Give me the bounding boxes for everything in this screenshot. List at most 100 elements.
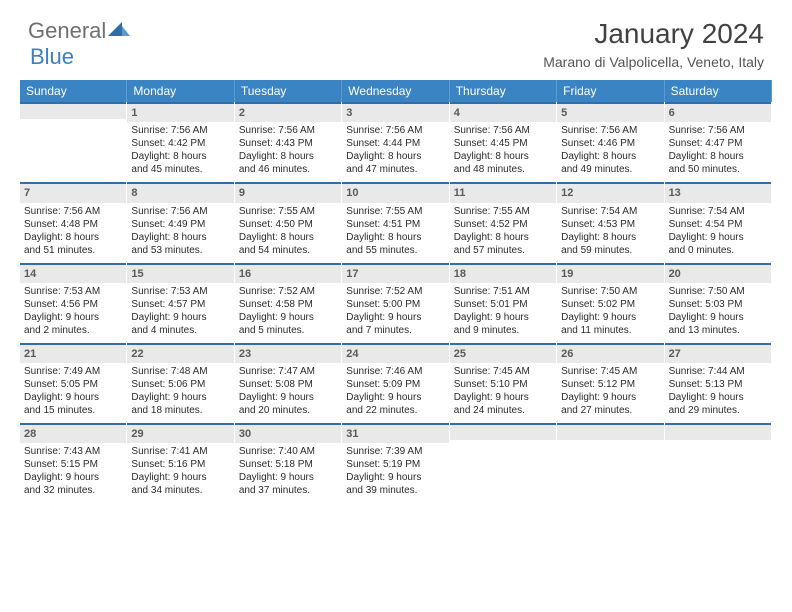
- day-cell: 28Sunrise: 7:43 AMSunset: 5:15 PMDayligh…: [20, 423, 127, 503]
- day-cell: 26Sunrise: 7:45 AMSunset: 5:12 PMDayligh…: [557, 343, 664, 423]
- dow-cell: Thursday: [450, 80, 557, 102]
- sunrise-line: Sunrise: 7:56 AM: [561, 124, 659, 137]
- daylight-line: Daylight: 8 hours: [454, 150, 552, 163]
- daylight-line: Daylight: 8 hours: [561, 150, 659, 163]
- day-cell: 23Sunrise: 7:47 AMSunset: 5:08 PMDayligh…: [235, 343, 342, 423]
- daylight-line: Daylight: 8 hours: [239, 150, 337, 163]
- sunset-line: Sunset: 4:51 PM: [346, 218, 444, 231]
- sunset-line: Sunset: 5:03 PM: [669, 298, 767, 311]
- sunset-line: Sunset: 5:06 PM: [131, 378, 229, 391]
- sunset-line: Sunset: 5:09 PM: [346, 378, 444, 391]
- daylight-line: Daylight: 8 hours: [24, 231, 122, 244]
- day-cell: 24Sunrise: 7:46 AMSunset: 5:09 PMDayligh…: [342, 343, 449, 423]
- daylight-line: Daylight: 8 hours: [239, 231, 337, 244]
- daylight-line: Daylight: 8 hours: [346, 231, 444, 244]
- day-number: 10: [342, 182, 448, 202]
- daylight-line: Daylight: 9 hours: [131, 471, 229, 484]
- day-number: 23: [235, 343, 341, 363]
- daylight-line: Daylight: 9 hours: [669, 391, 767, 404]
- daylight-line: and 50 minutes.: [669, 163, 767, 176]
- daylight-line: and 45 minutes.: [131, 163, 229, 176]
- sunrise-line: Sunrise: 7:41 AM: [131, 445, 229, 458]
- week-row: 28Sunrise: 7:43 AMSunset: 5:15 PMDayligh…: [20, 423, 772, 503]
- sunrise-line: Sunrise: 7:56 AM: [239, 124, 337, 137]
- daylight-line: and 18 minutes.: [131, 404, 229, 417]
- sunrise-line: Sunrise: 7:43 AM: [24, 445, 122, 458]
- day-number: 16: [235, 263, 341, 283]
- daylight-line: and 24 minutes.: [454, 404, 552, 417]
- sunset-line: Sunset: 5:16 PM: [131, 458, 229, 471]
- day-cell: 13Sunrise: 7:54 AMSunset: 4:54 PMDayligh…: [665, 182, 772, 262]
- daylight-line: Daylight: 9 hours: [131, 311, 229, 324]
- daylight-line: and 57 minutes.: [454, 244, 552, 257]
- sunset-line: Sunset: 5:19 PM: [346, 458, 444, 471]
- daylight-line: Daylight: 8 hours: [669, 150, 767, 163]
- day-number: 26: [557, 343, 663, 363]
- sunset-line: Sunset: 5:13 PM: [669, 378, 767, 391]
- daylight-line: Daylight: 8 hours: [454, 231, 552, 244]
- sunrise-line: Sunrise: 7:46 AM: [346, 365, 444, 378]
- dow-cell: Tuesday: [235, 80, 342, 102]
- daylight-line: and 11 minutes.: [561, 324, 659, 337]
- day-number: 5: [557, 102, 663, 122]
- sunset-line: Sunset: 4:53 PM: [561, 218, 659, 231]
- sunrise-line: Sunrise: 7:52 AM: [239, 285, 337, 298]
- daylight-line: Daylight: 9 hours: [669, 311, 767, 324]
- daylight-line: Daylight: 9 hours: [346, 471, 444, 484]
- day-cell: 1Sunrise: 7:56 AMSunset: 4:42 PMDaylight…: [127, 102, 234, 182]
- daylight-line: and 39 minutes.: [346, 484, 444, 497]
- daylight-line: and 32 minutes.: [24, 484, 122, 497]
- brand-logo: General: [28, 18, 130, 44]
- sunset-line: Sunset: 5:00 PM: [346, 298, 444, 311]
- sunrise-line: Sunrise: 7:56 AM: [131, 124, 229, 137]
- dow-cell: Friday: [557, 80, 664, 102]
- brand-triangle-icon: [108, 20, 130, 43]
- sunrise-line: Sunrise: 7:54 AM: [561, 205, 659, 218]
- daylight-line: Daylight: 8 hours: [131, 231, 229, 244]
- sunset-line: Sunset: 4:56 PM: [24, 298, 122, 311]
- day-cell: 18Sunrise: 7:51 AMSunset: 5:01 PMDayligh…: [450, 263, 557, 343]
- daylight-line: and 55 minutes.: [346, 244, 444, 257]
- sunrise-line: Sunrise: 7:40 AM: [239, 445, 337, 458]
- week-row: 21Sunrise: 7:49 AMSunset: 5:05 PMDayligh…: [20, 343, 772, 423]
- day-number: 13: [665, 182, 771, 202]
- sunset-line: Sunset: 4:44 PM: [346, 137, 444, 150]
- day-number: 24: [342, 343, 448, 363]
- sunrise-line: Sunrise: 7:45 AM: [454, 365, 552, 378]
- daylight-line: and 54 minutes.: [239, 244, 337, 257]
- weeks-container: 1Sunrise: 7:56 AMSunset: 4:42 PMDaylight…: [20, 102, 772, 503]
- week-row: 14Sunrise: 7:53 AMSunset: 4:56 PMDayligh…: [20, 263, 772, 343]
- day-number: 20: [665, 263, 771, 283]
- day-number: 15: [127, 263, 233, 283]
- daylight-line: and 4 minutes.: [131, 324, 229, 337]
- daylight-line: and 53 minutes.: [131, 244, 229, 257]
- sunrise-line: Sunrise: 7:39 AM: [346, 445, 444, 458]
- sunrise-line: Sunrise: 7:44 AM: [669, 365, 767, 378]
- day-cell: 30Sunrise: 7:40 AMSunset: 5:18 PMDayligh…: [235, 423, 342, 503]
- day-cell: 4Sunrise: 7:56 AMSunset: 4:45 PMDaylight…: [450, 102, 557, 182]
- day-number: 2: [235, 102, 341, 122]
- daylight-line: Daylight: 9 hours: [24, 311, 122, 324]
- day-number: 25: [450, 343, 556, 363]
- sunrise-line: Sunrise: 7:47 AM: [239, 365, 337, 378]
- daylight-line: Daylight: 9 hours: [239, 471, 337, 484]
- brand-text-general: General: [28, 18, 106, 44]
- day-cell: 29Sunrise: 7:41 AMSunset: 5:16 PMDayligh…: [127, 423, 234, 503]
- day-number: 27: [665, 343, 771, 363]
- day-cell: 14Sunrise: 7:53 AMSunset: 4:56 PMDayligh…: [20, 263, 127, 343]
- daylight-line: and 47 minutes.: [346, 163, 444, 176]
- daylight-line: Daylight: 8 hours: [346, 150, 444, 163]
- day-number: 30: [235, 423, 341, 443]
- day-cell: 7Sunrise: 7:56 AMSunset: 4:48 PMDaylight…: [20, 182, 127, 262]
- daylight-line: and 2 minutes.: [24, 324, 122, 337]
- day-number: 11: [450, 182, 556, 202]
- day-cell: 8Sunrise: 7:56 AMSunset: 4:49 PMDaylight…: [127, 182, 234, 262]
- day-number: 3: [342, 102, 448, 122]
- calendar-title: January 2024: [543, 18, 764, 50]
- day-number: 1: [127, 102, 233, 122]
- sunset-line: Sunset: 4:58 PM: [239, 298, 337, 311]
- week-row: 1Sunrise: 7:56 AMSunset: 4:42 PMDaylight…: [20, 102, 772, 182]
- sunset-line: Sunset: 4:57 PM: [131, 298, 229, 311]
- daylight-line: and 20 minutes.: [239, 404, 337, 417]
- day-cell: 11Sunrise: 7:55 AMSunset: 4:52 PMDayligh…: [450, 182, 557, 262]
